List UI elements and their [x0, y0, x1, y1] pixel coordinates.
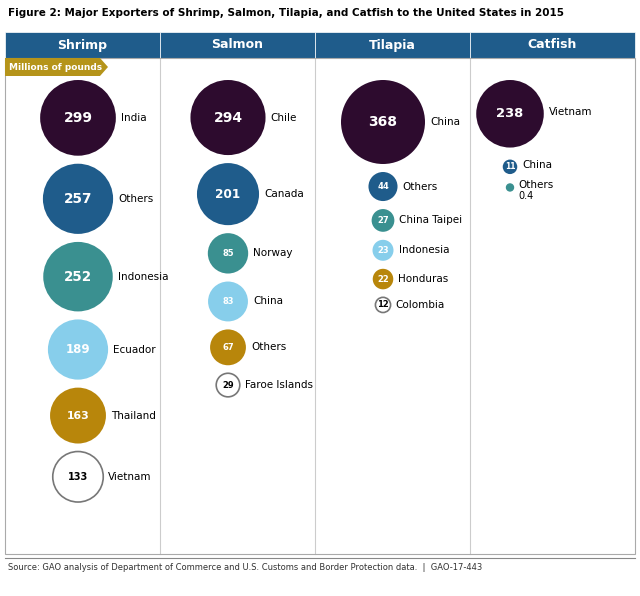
Text: Salmon: Salmon	[211, 39, 264, 51]
Text: 83: 83	[222, 297, 234, 306]
Text: 27: 27	[377, 216, 389, 225]
Text: Vietnam: Vietnam	[548, 107, 592, 117]
Text: 12: 12	[377, 300, 389, 309]
Circle shape	[197, 163, 259, 225]
Circle shape	[43, 164, 113, 234]
Text: Thailand: Thailand	[111, 411, 156, 421]
Text: 11: 11	[505, 162, 515, 171]
Bar	[315, 32, 470, 58]
Text: Source: GAO analysis of Department of Commerce and U.S. Customs and Border Prote: Source: GAO analysis of Department of Co…	[8, 563, 483, 573]
Text: 0.4: 0.4	[518, 191, 534, 201]
Circle shape	[44, 242, 113, 312]
Text: 44: 44	[377, 182, 389, 191]
Circle shape	[372, 269, 393, 289]
Circle shape	[476, 80, 544, 148]
Text: Others: Others	[118, 194, 154, 204]
Text: China: China	[253, 296, 283, 306]
Circle shape	[191, 80, 266, 155]
Text: Others: Others	[403, 182, 438, 191]
Text: 257: 257	[64, 192, 92, 206]
Text: 294: 294	[213, 110, 243, 125]
Text: India: India	[121, 113, 147, 123]
Text: Figure 2: Major Exporters of Shrimp, Salmon, Tilapia, and Catfish to the United : Figure 2: Major Exporters of Shrimp, Sal…	[8, 8, 564, 18]
Circle shape	[506, 184, 513, 191]
Text: 189: 189	[66, 343, 90, 356]
Text: 22: 22	[377, 275, 389, 284]
Text: 67: 67	[222, 343, 234, 352]
Circle shape	[52, 452, 103, 502]
Text: Shrimp: Shrimp	[58, 39, 108, 51]
Text: 201: 201	[216, 188, 241, 201]
Circle shape	[208, 233, 248, 274]
Text: 163: 163	[67, 411, 90, 421]
Text: Vietnam: Vietnam	[108, 472, 152, 482]
Text: Others: Others	[518, 181, 554, 191]
Text: 85: 85	[222, 249, 234, 258]
Circle shape	[50, 387, 106, 443]
Circle shape	[216, 373, 240, 397]
Text: Indonesia: Indonesia	[118, 272, 168, 282]
Bar	[160, 32, 315, 58]
Circle shape	[40, 80, 116, 156]
Text: 23: 23	[377, 246, 389, 255]
Text: Catfish: Catfish	[528, 39, 577, 51]
Text: Tilapia: Tilapia	[369, 39, 416, 51]
Bar	[5, 58, 635, 554]
Circle shape	[372, 240, 394, 261]
Circle shape	[48, 319, 108, 380]
Text: Chile: Chile	[271, 113, 297, 123]
Circle shape	[376, 297, 390, 312]
Bar	[470, 32, 635, 58]
Polygon shape	[5, 58, 108, 76]
Circle shape	[369, 172, 397, 201]
Text: Ecuador: Ecuador	[113, 344, 156, 355]
Circle shape	[503, 160, 517, 174]
Text: Colombia: Colombia	[396, 300, 445, 310]
Bar	[5, 32, 160, 58]
Text: Others: Others	[251, 342, 286, 352]
Text: Norway: Norway	[253, 249, 292, 258]
Text: 238: 238	[497, 107, 524, 120]
Text: Canada: Canada	[264, 189, 304, 199]
Text: 368: 368	[369, 115, 397, 129]
Text: 29: 29	[222, 381, 234, 390]
Text: 133: 133	[68, 472, 88, 482]
Text: Faroe Islands: Faroe Islands	[244, 380, 313, 390]
Circle shape	[341, 80, 425, 164]
Text: Indonesia: Indonesia	[399, 246, 449, 255]
Text: 299: 299	[63, 111, 93, 125]
Text: Honduras: Honduras	[398, 274, 449, 284]
Text: Millions of pounds: Millions of pounds	[9, 63, 102, 72]
Text: China: China	[430, 117, 460, 127]
Circle shape	[208, 281, 248, 321]
Text: China Taipei: China Taipei	[399, 215, 463, 225]
Circle shape	[372, 209, 394, 232]
Text: 252: 252	[64, 269, 92, 284]
Text: China: China	[522, 160, 552, 170]
Circle shape	[210, 330, 246, 365]
